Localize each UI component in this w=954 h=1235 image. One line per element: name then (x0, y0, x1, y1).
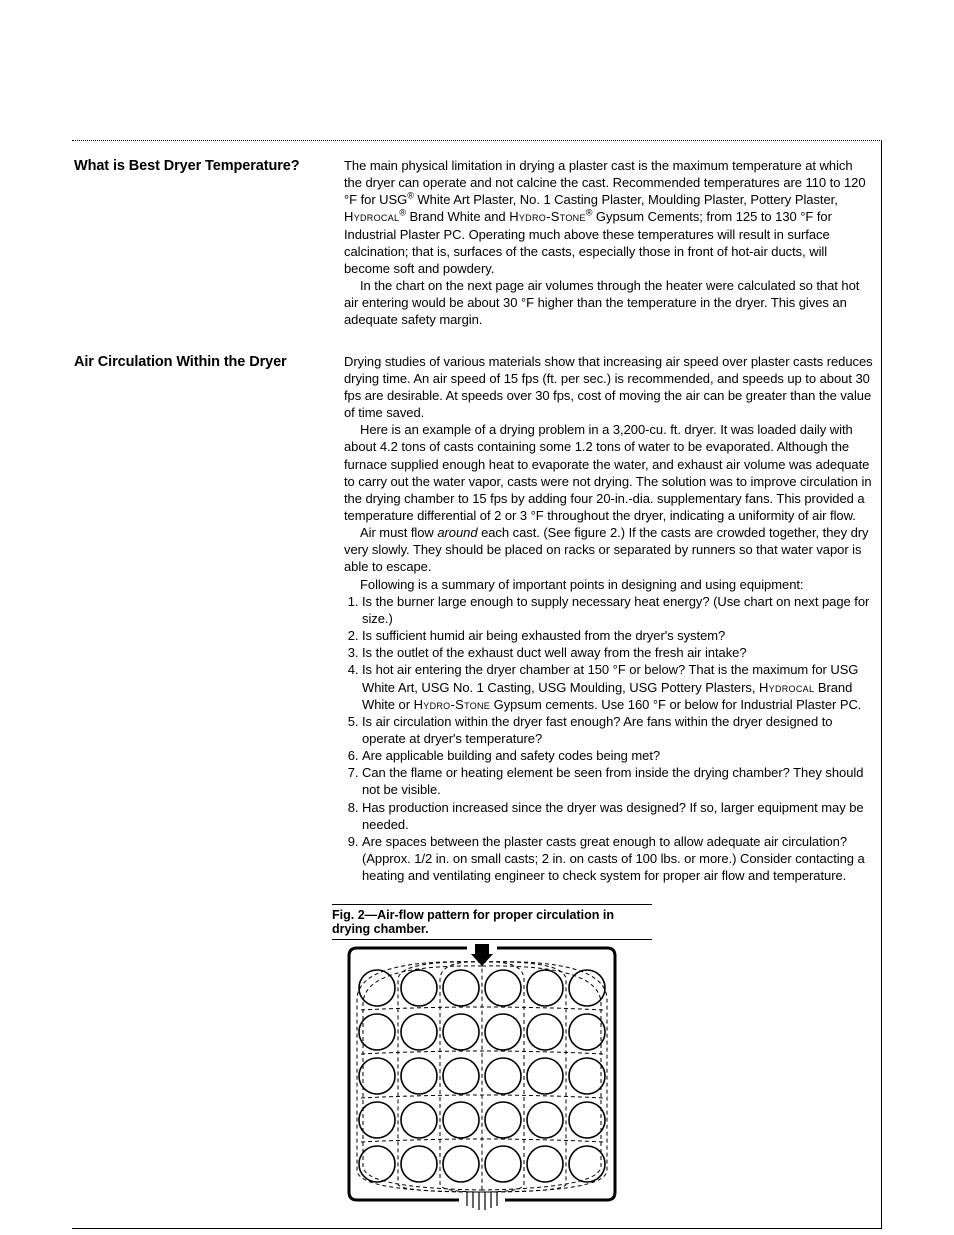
figure-caption: Fig. 2—Air-flow pattern for proper circu… (332, 904, 652, 940)
section-body: Drying studies of various materials show… (344, 353, 873, 885)
section-air-circulation: Air Circulation Within the Dryer Drying … (72, 339, 881, 895)
list-item: Has production increased since the dryer… (362, 799, 873, 833)
summary-list: Is the burner large enough to supply nec… (344, 593, 873, 885)
page: What is Best Dryer Temperature? The main… (0, 0, 954, 1235)
list-item: Is the burner large enough to supply nec… (362, 593, 873, 627)
list-item: Is sufficient humid air being exhausted … (362, 627, 873, 644)
figure-box: Fig. 2—Air-flow pattern for proper circu… (332, 894, 652, 1210)
figure-wrap: Fig. 2—Air-flow pattern for proper circu… (332, 894, 881, 1210)
list-item: Can the flame or heating element be seen… (362, 764, 873, 798)
para: Air must flow around each cast. (See fig… (344, 524, 873, 575)
airflow-diagram (332, 940, 632, 1210)
section-body: The main physical limitation in drying a… (344, 157, 873, 329)
list-item: Is air circulation within the dryer fast… (362, 713, 873, 747)
list-item: Is hot air entering the dryer chamber at… (362, 661, 873, 712)
para: Here is an example of a drying problem i… (344, 421, 873, 524)
para: The main physical limitation in drying a… (344, 157, 873, 277)
section-dryer-temperature: What is Best Dryer Temperature? The main… (72, 151, 881, 339)
top-rule (72, 140, 882, 141)
para: In the chart on the next page air volume… (344, 277, 873, 328)
list-item: Are spaces between the plaster casts gre… (362, 833, 873, 884)
list-item: Are applicable building and safety codes… (362, 747, 873, 764)
content-box: What is Best Dryer Temperature? The main… (72, 151, 882, 1229)
section-heading: What is Best Dryer Temperature? (72, 157, 344, 175)
list-item: Is the outlet of the exhaust duct well a… (362, 644, 873, 661)
para: Following is a summary of important poin… (344, 576, 873, 593)
para: Drying studies of various materials show… (344, 353, 873, 422)
section-heading: Air Circulation Within the Dryer (72, 353, 344, 371)
